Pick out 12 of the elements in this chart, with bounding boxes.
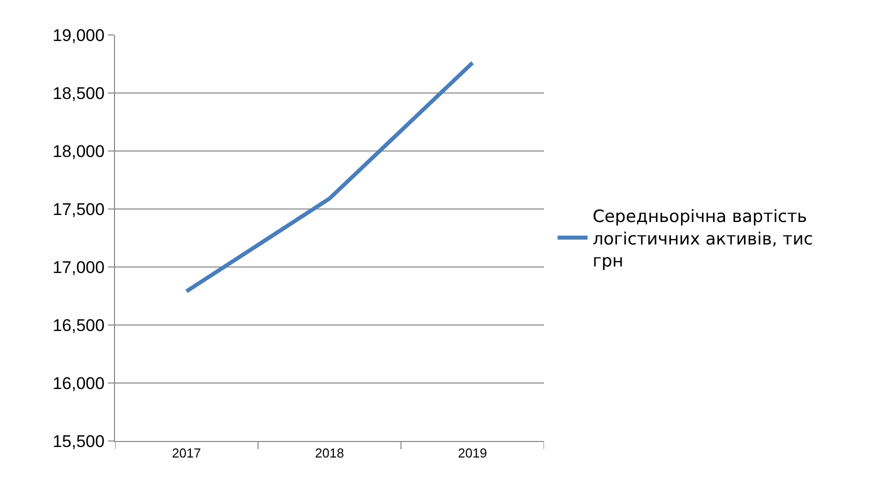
y-tick-label: 19,000: [52, 26, 105, 45]
y-tick-label: 16,000: [52, 374, 105, 393]
y-tick-label: 18,000: [52, 142, 105, 161]
legend-label: Середньорічна вартість логістичних активів, тис грн: [592, 207, 813, 272]
y-tick-label: 17,500: [52, 200, 105, 219]
x-tick-label: 2019: [458, 446, 487, 461]
x-tick-label: 2018: [315, 446, 344, 461]
y-tick-label: 18,500: [52, 84, 105, 103]
y-tick-label: 17,000: [52, 258, 105, 277]
y-tick-label: 15,500: [52, 432, 105, 451]
y-tick-label: 16,500: [52, 316, 105, 335]
x-tick-label: 2017: [172, 446, 201, 461]
